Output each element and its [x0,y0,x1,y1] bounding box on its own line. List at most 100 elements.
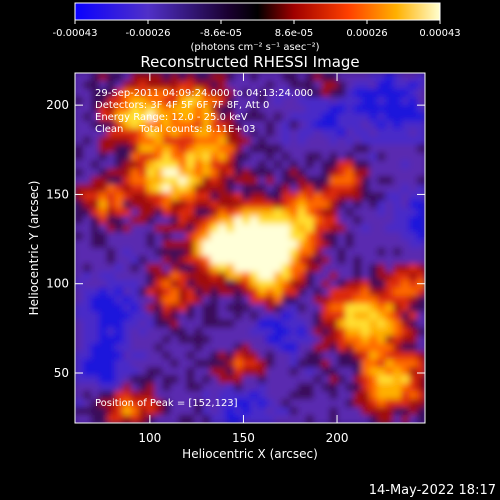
heatmap-cell [281,295,291,305]
heatmap-cell [226,343,235,352]
heatmap-cell [122,319,132,329]
heatmap-cell [337,73,347,82]
heatmap-cell [393,311,402,321]
heatmap-cell [377,351,386,360]
heatmap-cell [273,415,283,423]
x-tick-label: 200 [326,431,349,445]
heatmap-cell [234,120,243,130]
heatmap-cell [297,136,307,146]
heatmap-cell [122,263,132,273]
heatmap-cell [377,287,386,297]
heatmap-cell [186,168,195,177]
heatmap-cell [353,216,362,225]
heatmap-cell [305,327,315,337]
heatmap-cell [369,184,378,193]
heatmap-cell [130,104,140,114]
heatmap-cell [321,176,331,185]
heatmap-cell [377,88,386,98]
heatmap-cell [194,168,203,177]
heatmap-cell [313,144,323,154]
heatmap-cell [297,128,307,138]
heatmap-cell [146,295,156,305]
heatmap-cell [305,343,315,352]
heatmap-cell [210,200,219,209]
heatmap-cell [250,271,259,281]
y-tick-label: 150 [46,187,69,201]
heatmap-cell [305,367,315,376]
heatmap-cell [297,73,307,82]
heatmap-cell [305,311,315,321]
heatmap-cell [250,327,259,337]
heatmap-cell [98,327,108,337]
heatmap-cell [265,120,275,130]
heatmap-cell [114,255,124,265]
heatmap-cell [385,192,394,201]
heatmap-cell [369,208,378,217]
heatmap-cell [329,200,339,209]
heatmap-cell [202,160,211,170]
heatmap-cell [409,375,418,384]
colorbar-units: (photons cm⁻² s⁻¹ asec⁻²) [190,42,319,53]
heatmap-cell [98,335,108,345]
heatmap-cell [90,232,100,241]
heatmap-cell [281,88,291,98]
heatmap-cell [250,383,259,392]
heatmap-cell [329,208,339,217]
heatmap-cell [377,73,386,82]
heatmap-cell [186,391,195,400]
heatmap-cell [146,120,156,130]
heatmap-cell [393,88,402,98]
heatmap-cell [345,176,354,185]
heatmap-cell [273,287,283,297]
heatmap-cell [130,200,140,209]
heatmap-cell [82,136,92,146]
heatmap-cell [130,343,140,352]
heatmap-cell [75,88,84,98]
heatmap-cell [265,367,275,376]
heatmap-cell [329,335,339,345]
heatmap-cell [242,80,251,90]
heatmap-cell [106,263,116,273]
heatmap-cell [417,104,425,114]
heatmap-cell [234,279,243,289]
heatmap-cell [162,391,172,400]
heatmap-cell [242,168,251,177]
heatmap-cell [114,319,124,329]
heatmap-cell [305,399,315,408]
heatmap-cell [146,208,156,217]
heatmap-cell [146,399,156,408]
heatmap-cell [130,112,140,122]
heatmap-cell [90,136,100,146]
heatmap-cell [138,232,148,241]
heatmap-cell [186,216,195,225]
heatmap-cell [186,383,195,392]
heatmap-cell [361,208,370,217]
heatmap-cell [289,375,299,384]
heatmap-cell [353,232,362,241]
heatmap-cell [417,295,425,305]
heatmap-cell [409,255,418,265]
heatmap-cell [122,240,132,249]
colorbar-tick-label: -0.00043 [53,28,98,39]
heatmap-cell [130,351,140,360]
heatmap-cell [337,255,347,265]
heatmap-cell [154,367,164,376]
heatmap-cell [154,327,164,337]
heatmap-cell [122,399,132,408]
heatmap-cell [281,184,291,193]
heatmap-cell [361,343,370,352]
heatmap-cell [130,295,140,305]
heatmap-cell [250,359,259,368]
heatmap-cell [130,287,140,297]
heatmap-cell [146,311,156,321]
heatmap-cell [114,208,124,217]
heatmap-cell [202,343,211,352]
heatmap-cell [194,263,203,273]
heatmap-cell [194,407,203,416]
heatmap-cell [257,104,267,114]
heatmap-cell [409,168,418,177]
heatmap-cell [82,391,92,400]
heatmap-cell [337,271,347,281]
heatmap-cell [178,112,187,122]
heatmap-cell [369,271,378,281]
